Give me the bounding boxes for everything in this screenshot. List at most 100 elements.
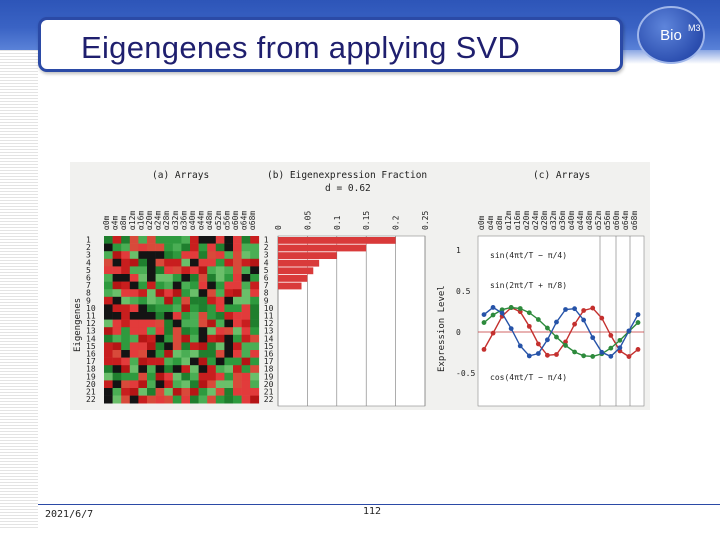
heatmap-row-label: 5 [264, 266, 269, 275]
heatmap-cell [181, 342, 191, 351]
panel-c-column-ticks: α0m α4m α8m α12m α16m α20m α24m α28m α32m α36m α40… [477, 211, 639, 230]
heatmap-cell [190, 251, 199, 260]
heatmap-cell [155, 365, 165, 374]
heatmap-cell [250, 236, 260, 244]
heatmap-cell [121, 281, 131, 290]
heatmap-cell [207, 388, 217, 396]
heatmap-row-label-left: 9 [86, 296, 91, 305]
panel-b-tick-label: 0.2 [392, 215, 401, 230]
heatmap-cell [207, 327, 217, 336]
heatmap-cell [207, 350, 217, 358]
heatmap-cell [155, 342, 165, 351]
heatmap-cell [215, 274, 225, 282]
heatmap-cell [233, 312, 242, 320]
heatmap-cell [138, 342, 148, 351]
heatmap-cell [241, 319, 251, 328]
heatmap-cell [215, 243, 225, 252]
heatmap-cell [190, 365, 199, 374]
heatmap-cell [181, 296, 191, 305]
heatmap-cell [224, 372, 234, 381]
heatmap-cell [190, 304, 199, 313]
heatmap-row-label: 4 [264, 258, 269, 267]
expression-point [517, 306, 523, 311]
heatmap-cell [250, 243, 260, 252]
heatmap-cell [207, 258, 217, 267]
heatmap-cell [250, 304, 260, 313]
sinusoid-formulas: sin(4πt/T − π/4) sin(2πt/T + π/8) cos(4πt/… [490, 251, 567, 382]
heatmap-cell [138, 334, 148, 343]
panel-a-column-tick: α16m [136, 211, 145, 230]
heatmap-cell [215, 251, 225, 260]
heatmap-cell [241, 312, 251, 320]
heatmap-cell [207, 395, 217, 404]
heatmap-row-label: 11 [264, 312, 274, 321]
heatmap-cell [121, 327, 131, 336]
heatmap-cell [104, 296, 113, 305]
heatmap-cell [155, 388, 165, 396]
heatmap-cell [241, 296, 251, 305]
heatmap-cell [164, 395, 174, 404]
heatmap-cell [250, 312, 260, 320]
panel-c-column-tick: α8m [495, 215, 504, 230]
heatmap-cell [138, 258, 148, 267]
expression-point [508, 305, 514, 310]
panel-a-y-axis: Eigengenes [73, 298, 83, 352]
panel-c-label: (c) Arrays [533, 170, 591, 181]
heatmap-cell [241, 327, 251, 336]
heatmap-cell [250, 327, 260, 336]
heatmap-cell [155, 312, 165, 320]
heatmap-cell [138, 289, 148, 298]
heatmap-cell [147, 357, 156, 366]
expression-point [554, 319, 559, 325]
heatmap-cell [138, 327, 148, 336]
heatmap-cell [181, 334, 191, 343]
heatmap-cell [155, 274, 165, 282]
heatmap-cell [112, 327, 122, 336]
heatmap-cell [121, 334, 131, 343]
heatmap-cell [224, 266, 234, 275]
heatmap-cell [112, 334, 122, 343]
panel-c-tick-label: -0.5 [456, 369, 475, 378]
heatmap-cell [129, 319, 139, 328]
heatmap-cell [233, 274, 242, 282]
heatmap-cell [241, 350, 251, 358]
heatmap-cell [147, 372, 156, 381]
heatmap-cell [250, 274, 260, 282]
heatmap-row-label: 16 [264, 350, 274, 359]
panel-a-column-tick: α64m [240, 211, 249, 230]
heatmap-cell [215, 342, 225, 351]
heatmap-cell [198, 342, 208, 351]
heatmap-cell [224, 350, 234, 358]
heatmap-row-label-left: 5 [86, 266, 91, 275]
expression-point [545, 337, 550, 343]
heatmap-cell [190, 289, 199, 298]
heatmap-cell [233, 365, 242, 374]
heatmap-cell [241, 365, 251, 374]
heatmap-cell [121, 258, 131, 267]
heatmap-cell [155, 372, 165, 381]
heatmap-cell [181, 327, 191, 336]
heatmap-row-label: 19 [264, 372, 274, 381]
heatmap-cell [112, 342, 122, 351]
heatmap-cell [129, 327, 139, 336]
heatmap-cell [215, 281, 225, 290]
heatmap-cell [215, 312, 225, 320]
heatmap-cell [190, 350, 199, 358]
heatmap-cell [164, 236, 174, 244]
expression-point [572, 321, 577, 327]
panel-a-column-tick: α52m [214, 211, 223, 230]
heatmap-row-label: 13 [264, 327, 274, 336]
heatmap-cell [155, 289, 165, 298]
heatmap-row-label: 10 [264, 304, 274, 313]
heatmap-cell [164, 304, 174, 313]
heatmap-row-label: 18 [264, 365, 274, 374]
heatmap-cell [250, 334, 260, 343]
heatmap-cell [233, 350, 242, 358]
heatmap-cell [233, 243, 242, 252]
heatmap-cell [147, 395, 156, 404]
panel-a-column-tick: α12m [128, 211, 137, 230]
heatmap-cell [172, 327, 182, 336]
heatmap-cell [164, 274, 174, 282]
heatmap-cell [155, 350, 165, 358]
panel-b-tick-label: 0.25 [421, 211, 430, 230]
